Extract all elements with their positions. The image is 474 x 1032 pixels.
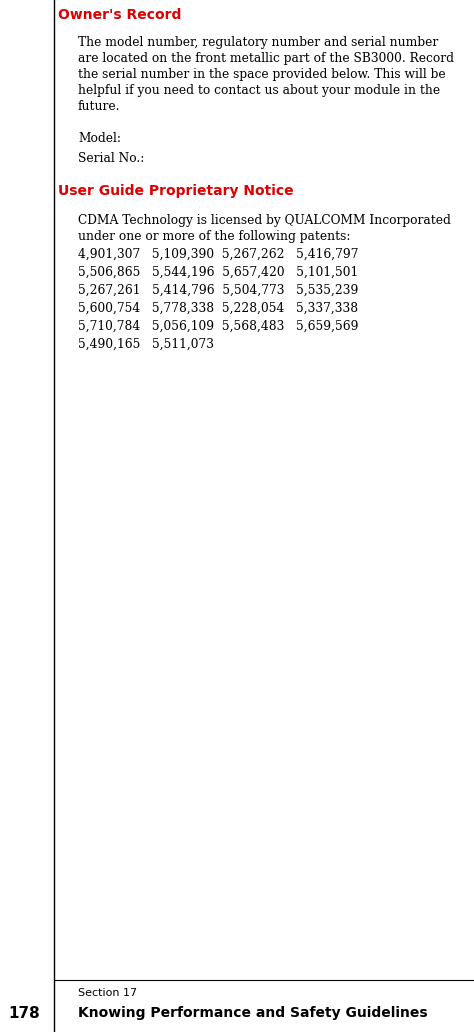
Text: Serial No.:: Serial No.:	[78, 152, 145, 165]
Text: User Guide Proprietary Notice: User Guide Proprietary Notice	[58, 184, 293, 198]
Text: 178: 178	[8, 1006, 40, 1021]
Text: under one or more of the following patents:: under one or more of the following paten…	[78, 230, 350, 243]
Text: Owner's Record: Owner's Record	[58, 8, 182, 22]
Text: 5,267,261   5,414,796  5,504,773   5,535,239: 5,267,261 5,414,796 5,504,773 5,535,239	[78, 284, 358, 297]
Text: 4,901,307   5,109,390  5,267,262   5,416,797: 4,901,307 5,109,390 5,267,262 5,416,797	[78, 248, 358, 261]
Text: helpful if you need to contact us about your module in the: helpful if you need to contact us about …	[78, 84, 440, 97]
Text: Knowing Performance and Safety Guidelines: Knowing Performance and Safety Guideline…	[78, 1006, 428, 1020]
Text: future.: future.	[78, 100, 120, 112]
Text: 5,710,784   5,056,109  5,568,483   5,659,569: 5,710,784 5,056,109 5,568,483 5,659,569	[78, 320, 358, 333]
Text: 5,600,754   5,778,338  5,228,054   5,337,338: 5,600,754 5,778,338 5,228,054 5,337,338	[78, 302, 358, 315]
Text: are located on the front metallic part of the SB3000. Record: are located on the front metallic part o…	[78, 52, 454, 65]
Text: CDMA Technology is licensed by QUALCOMM Incorporated: CDMA Technology is licensed by QUALCOMM …	[78, 214, 451, 227]
Text: Model:: Model:	[78, 132, 121, 146]
Text: The model number, regulatory number and serial number: The model number, regulatory number and …	[78, 36, 438, 49]
Text: 5,490,165   5,511,073: 5,490,165 5,511,073	[78, 338, 214, 351]
Text: the serial number in the space provided below. This will be: the serial number in the space provided …	[78, 68, 446, 80]
Text: Section 17: Section 17	[78, 988, 137, 998]
Text: 5,506,865   5,544,196  5,657,420   5,101,501: 5,506,865 5,544,196 5,657,420 5,101,501	[78, 266, 358, 279]
